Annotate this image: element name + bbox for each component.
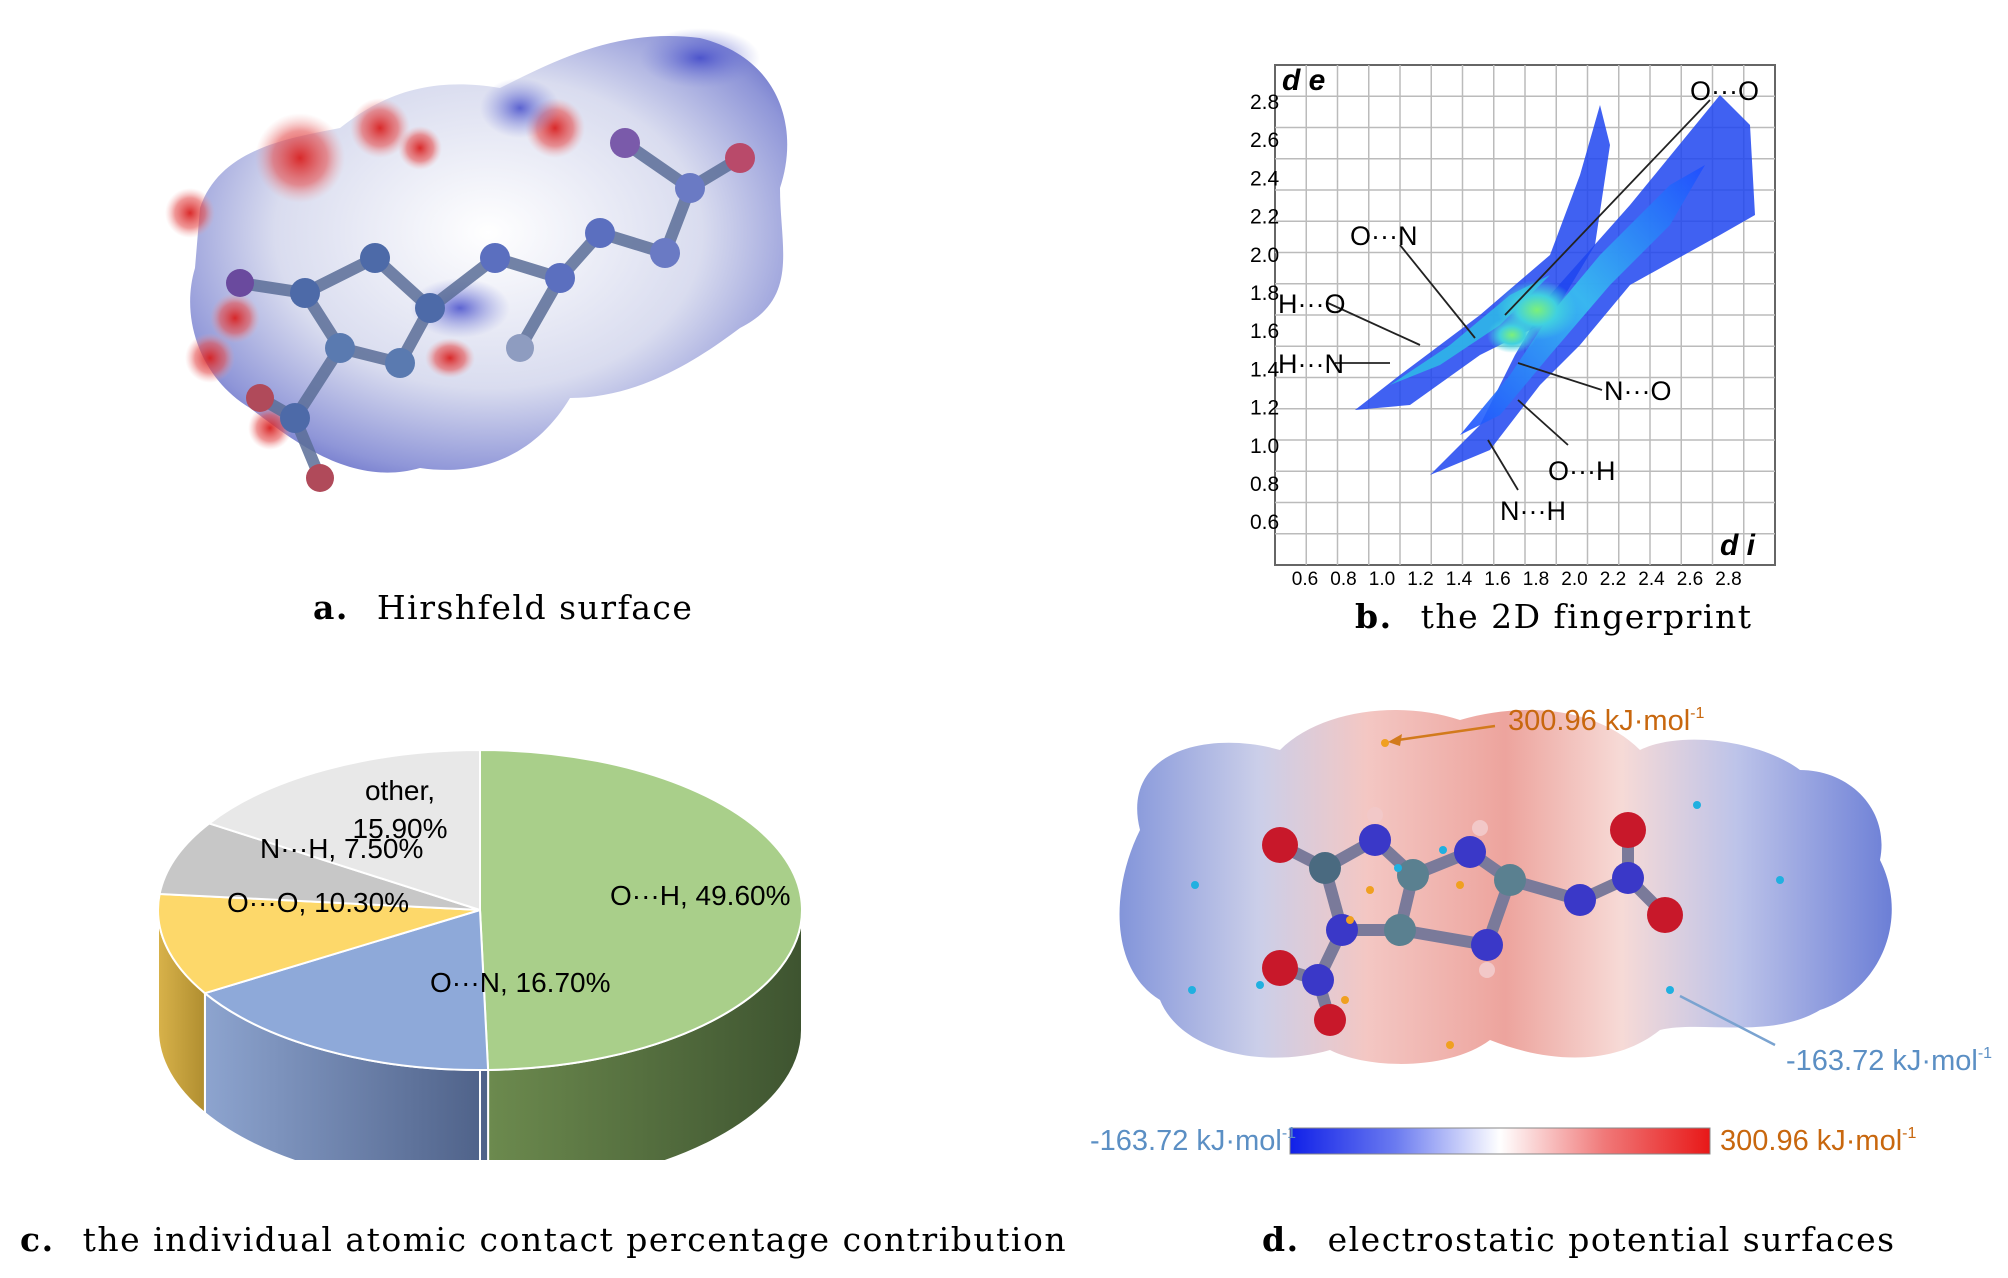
min-value-label: -163.72 kJ·mol-1 <box>1786 1045 1992 1077</box>
pie-label: N···H, 7.50% <box>260 833 423 864</box>
x-tick-label: 1.6 <box>1484 569 1510 590</box>
caption-b: b. the 2D fingerprint <box>1355 597 1752 636</box>
pie-slice-on <box>202 908 490 1071</box>
pie-label: other, <box>365 775 435 806</box>
y-tick-label: 2.6 <box>1250 129 1279 152</box>
pie-label: O···N, 16.70% <box>430 967 611 998</box>
annotation-leaders <box>1327 99 1711 491</box>
pie-slice-oo <box>157 892 481 995</box>
min-leader <box>1679 994 1776 1047</box>
label-o-h: O···H <box>1548 456 1615 486</box>
label-o-n: O···N <box>1350 221 1417 251</box>
pie-slice-other <box>207 748 481 912</box>
y-tick-label: 1.8 <box>1250 282 1279 305</box>
x-tick-label: 2.2 <box>1600 569 1626 590</box>
caption-a-text: Hirshfeld surface <box>376 588 694 627</box>
di-axis-label: d i <box>1720 529 1756 562</box>
label-n-o: N···O <box>1604 376 1671 406</box>
x-tick-label: 2.0 <box>1561 569 1587 590</box>
contact-spot <box>255 113 345 203</box>
max-leader <box>1397 724 1496 742</box>
x-tick-label: 0.6 <box>1292 569 1318 590</box>
label-n-h: N···H <box>1500 496 1566 526</box>
caption-d-letter: d. <box>1262 1220 1300 1259</box>
y-tick-label: 2.8 <box>1250 91 1279 114</box>
x-tick-label: 0.8 <box>1330 569 1356 590</box>
x-tick-label: 2.4 <box>1638 569 1665 590</box>
esp-color-scale <box>1289 1127 1711 1155</box>
pie-label: O···O, 10.30% <box>227 887 409 918</box>
y-tick-label: 2.2 <box>1250 206 1279 229</box>
caption-c: c. the individual atomic contact percenta… <box>20 1220 1067 1259</box>
color-scale-max-label: 300.96 kJ·mol-1 <box>1720 1125 1916 1157</box>
y-tick-label: 1.0 <box>1250 435 1279 458</box>
pie-label: 15.90% <box>353 813 448 844</box>
caption-b-letter: b. <box>1355 597 1393 636</box>
x-tick-label: 2.8 <box>1715 569 1741 590</box>
y-tick-label: 2.0 <box>1250 244 1279 267</box>
y-tick-label: 0.6 <box>1250 511 1279 534</box>
x-tick-label: 1.8 <box>1523 569 1549 590</box>
x-tick-label: 1.2 <box>1407 569 1433 590</box>
caption-d: d. electrostatic potential surfaces <box>1262 1220 1896 1259</box>
contact-pie-chart: O···H, 49.60% O···N, 16.70% O···O, 10.30% N… <box>157 748 803 1160</box>
y-tick-label: 1.2 <box>1250 397 1279 420</box>
y-tick-label: 1.4 <box>1250 358 1280 381</box>
x-tick-label: 2.6 <box>1677 569 1703 590</box>
label-h-o: H···O <box>1278 289 1345 319</box>
y-tick-label: 2.4 <box>1250 167 1280 190</box>
color-scale-min-label: -163.72 kJ·mol-1 <box>1090 1125 1296 1157</box>
caption-a-letter: a. <box>313 588 349 627</box>
fingerprint-plot: d e d i 2.8 2.6 2.4 2.2 2.0 1.8 1.6 1.4 1.2 1.0 0.… <box>1250 64 1776 590</box>
pie-label: O···H, 49.60% <box>610 880 791 911</box>
caption-b-text: the 2D fingerprint <box>1420 597 1753 636</box>
esp-surface-image: 300.96 kJ·mol-1 -163.72 kJ·mol-1 -163.72… <box>1090 705 1992 1157</box>
label-o-o: O···O <box>1690 76 1759 106</box>
max-value-label: 300.96 kJ·mol-1 <box>1508 705 1704 737</box>
x-tick-label: 1.4 <box>1446 569 1473 590</box>
caption-c-letter: c. <box>20 1220 55 1259</box>
caption-a: a. Hirshfeld surface <box>313 588 693 627</box>
y-tick-label: 0.8 <box>1250 473 1279 496</box>
caption-c-text: the individual atomic contact percentage… <box>82 1220 1068 1259</box>
pie-slice-nh <box>158 822 481 911</box>
hirshfeld-surface-image <box>165 28 788 492</box>
pie-slice-oh <box>479 748 803 1071</box>
label-h-n: H···N <box>1278 349 1344 379</box>
y-tick-label: 1.6 <box>1250 320 1279 343</box>
x-tick-label: 1.0 <box>1369 569 1395 590</box>
caption-d-text: electrostatic potential surfaces <box>1327 1220 1896 1259</box>
esp-extrema-points <box>1188 739 1784 1049</box>
de-axis-label: d e <box>1282 64 1325 97</box>
